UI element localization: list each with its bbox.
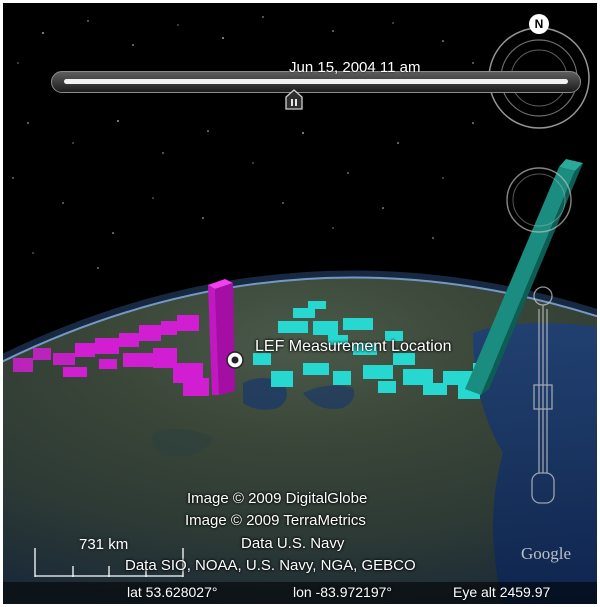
look-joystick-icon[interactable] — [506, 167, 572, 233]
globe-view[interactable] — [3, 3, 597, 604]
magenta-tower — [208, 279, 233, 289]
earth-viewer[interactable]: Jun 15, 2004 11 am N LEF Measurement Loc… — [3, 3, 597, 604]
scale-label: 731 km — [79, 536, 129, 553]
navigation-controls — [488, 27, 590, 504]
teal-tower — [559, 159, 583, 171]
eye-altitude-readout: Eye alt 2459.97 — [453, 584, 551, 600]
time-slider[interactable] — [51, 71, 581, 93]
pause-icon[interactable] — [284, 89, 304, 111]
time-label: Jun 15, 2004 11 am — [289, 59, 421, 76]
star-field — [12, 16, 474, 269]
attribution-line: Image © 2009 DigitalGlobe — [187, 490, 368, 507]
scale-bar — [34, 548, 184, 577]
longitude-readout: lon -83.972197° — [293, 584, 393, 600]
north-indicator[interactable]: N — [529, 14, 549, 34]
attribution-line: Data U.S. Navy — [241, 535, 345, 552]
latitude-readout: lat 53.628027° — [127, 584, 218, 600]
magenta-data-columns — [13, 315, 209, 396]
zoom-slider-icon[interactable] — [531, 286, 555, 504]
attribution-line: Image © 2009 TerraMetrics — [185, 512, 366, 529]
time-slider-track — [64, 79, 568, 84]
attribution-line: Data SIO, NOAA, U.S. Navy, NGA, GEBCO — [125, 557, 416, 574]
google-logo: Google — [521, 544, 572, 563]
placemark-label[interactable]: LEF Measurement Location — [255, 338, 452, 355]
placemark-icon[interactable] — [226, 351, 244, 369]
